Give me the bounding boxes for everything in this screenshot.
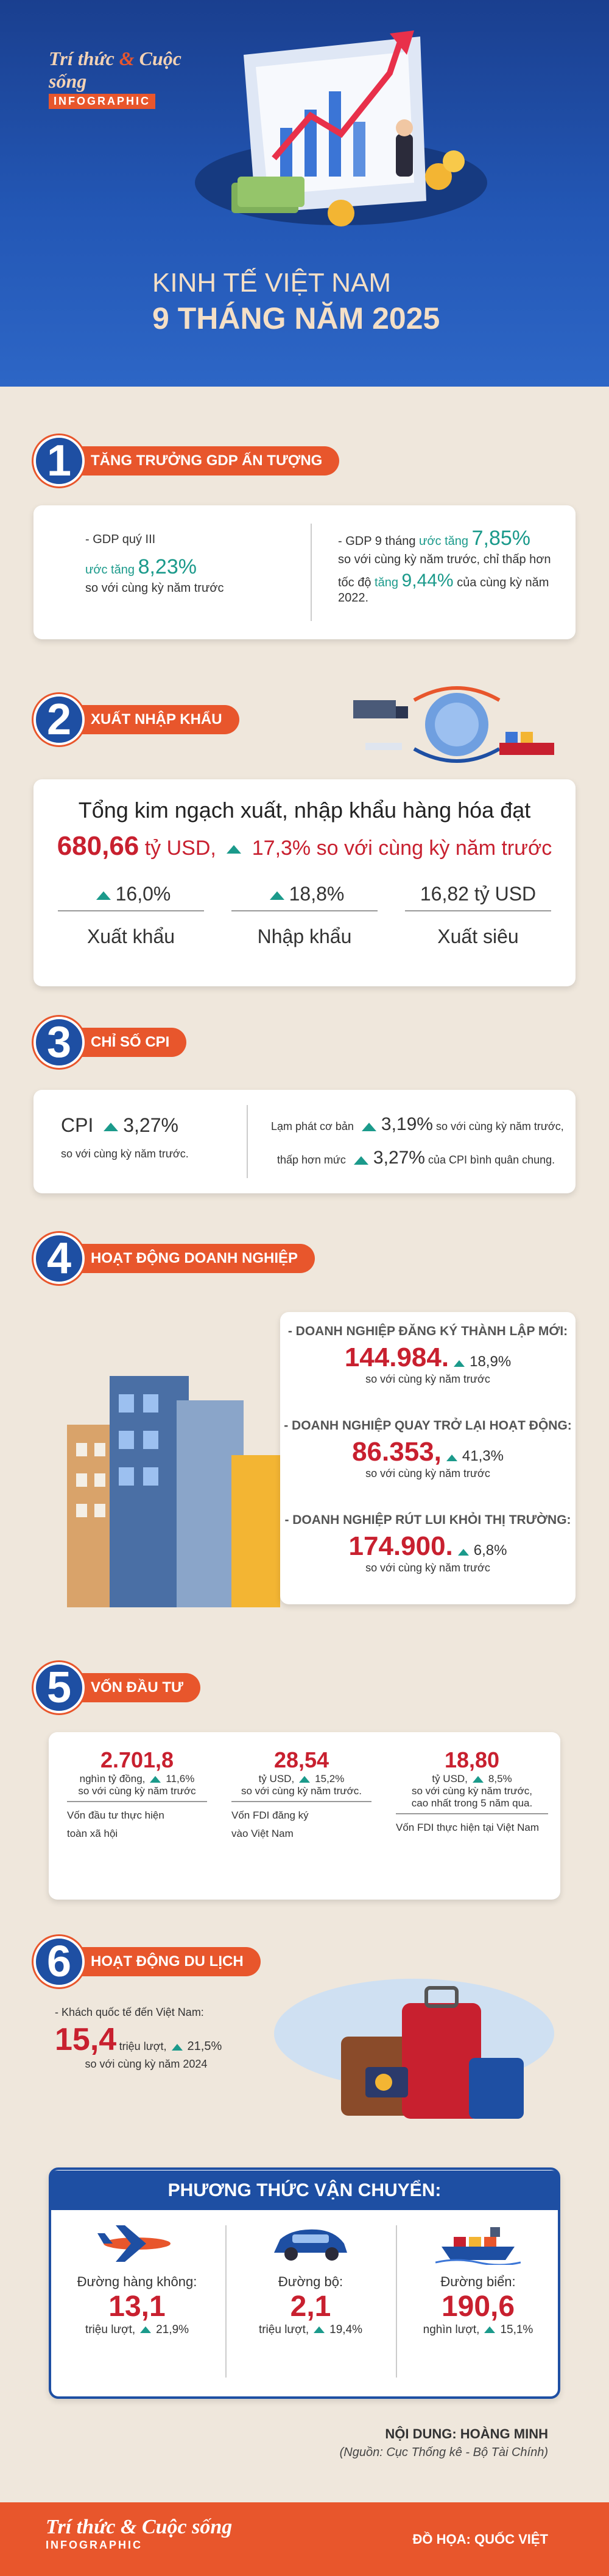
brand-logo: Trí thức & Cuộc sống INFOGRAPHIC xyxy=(49,47,195,109)
investment-card: 2.701,8 nghìn tỷ đồng, 11,6% so với cùng … xyxy=(49,1732,560,1900)
tourism-arrivals: - Khách quốc tế đến Việt Nam: 15,4 triệu… xyxy=(55,2006,222,2070)
divider xyxy=(247,1105,248,1178)
transport-road: Đường bộ: 2,1 triệu lượt, 19,4% xyxy=(238,2222,384,2337)
section-label: HOẠT ĐỘNG DU LỊCH xyxy=(66,1947,261,1976)
section-2-header: 2 XUẤT NHẬP KHẨU xyxy=(33,694,239,745)
ship-icon xyxy=(435,2227,521,2266)
credits: NỘI DUNG: HOÀNG MINH (Nguồn: Cục Thống k… xyxy=(0,2426,548,2460)
car-icon xyxy=(274,2229,347,2261)
fdi-disbursed: 18,80 tỷ USD, 8,5% so với cùng kỳ năm trư… xyxy=(396,1747,548,1834)
footer-bar: Trí thức & Cuộc sống INFOGRAPHIC ĐỒ HỌA:… xyxy=(0,2502,609,2576)
credits-source: (Nguồn: Cục Thống kê - Bộ Tài Chính) xyxy=(339,2446,548,2459)
section-label: VỐN ĐẦU TƯ xyxy=(66,1673,200,1702)
enterprise-card: - DOANH NGHIỆP ĐĂNG KÝ THÀNH LẬP MỚI: 14… xyxy=(280,1312,576,1604)
trade-total: 680,66 tỷ USD, 17,3% so với cùng kỳ năm … xyxy=(57,831,552,861)
credits-content: NỘI DUNG: HOÀNG MINH xyxy=(385,2426,548,2441)
title-line-2: 9 THÁNG NĂM 2025 xyxy=(152,301,440,335)
new-enterprises: - DOANH NGHIỆP ĐĂNG KÝ THÀNH LẬP MỚI: 14… xyxy=(287,1324,568,1385)
import-label: Nhập khẩu xyxy=(257,925,352,947)
divider xyxy=(311,524,312,621)
exiting-enterprises: - DOANH NGHIỆP RÚT LUI KHỎI THỊ TRƯỜNG: … xyxy=(284,1513,571,1574)
investment-total: 2.701,8 nghìn tỷ đồng, 11,6% so với cùng … xyxy=(67,1747,207,1840)
core-inflation: Lạm phát cơ bản 3,19% so với cùng kỳ năm… xyxy=(271,1114,564,1134)
section-number: 4 xyxy=(33,1233,85,1284)
section-5-header: 5 VỐN ĐẦU TƯ xyxy=(33,1662,200,1713)
city-buildings-illustration xyxy=(67,1376,280,1607)
title-line-1: KINH TẾ VIỆT NAM xyxy=(152,268,392,298)
hero-header: Trí thức & Cuộc sống INFOGRAPHIC KINH TẾ… xyxy=(0,0,609,387)
trade-surplus-label: Xuất siêu xyxy=(437,925,519,947)
import-value: 18,8% xyxy=(231,883,378,911)
section-1-header: 1 TĂNG TRƯỞNG GDP ẤN TƯỢNG xyxy=(33,435,340,486)
divider xyxy=(396,2225,397,2378)
cpi-sub: so với cùng kỳ năm trước. xyxy=(61,1148,189,1160)
section-number: 1 xyxy=(33,435,85,486)
transport-title: PHƯƠNG THỨC VẬN CHUYỂN: xyxy=(49,2171,560,2210)
export-label: Xuất khẩu xyxy=(86,925,175,947)
trade-headline: Tổng kim ngạch xuất, nhập khẩu hàng hóa … xyxy=(78,798,531,823)
trade-card: Tổng kim ngạch xuất, nhập khẩu hàng hóa … xyxy=(33,779,576,986)
section-label: HOẠT ĐỘNG DOANH NGHIỆP xyxy=(66,1244,315,1273)
trade-surplus-value: 16,82 tỷ USD xyxy=(405,883,551,911)
section-label: CHỈ SỐ CPI xyxy=(66,1028,187,1057)
export-value: 16,0% xyxy=(58,883,204,911)
footer-brand-logo: Trí thức & Cuộc sống INFOGRAPHIC xyxy=(46,2516,233,2551)
section-6-header: 6 HOẠT ĐỘNG DU LỊCH xyxy=(33,1936,261,1987)
cpi-value: CPI 3,27% xyxy=(61,1114,178,1136)
cpi-card: CPI 3,27% so với cùng kỳ năm trước. Lạm … xyxy=(33,1090,576,1193)
travel-luggage-illustration xyxy=(274,1979,554,2119)
section-number: 3 xyxy=(33,1017,85,1068)
transport-air: Đường hàng không: 13,1 triệu lượt, 21,9% xyxy=(61,2222,213,2337)
page-title: KINH TẾ VIỆT NAM 9 THÁNG NĂM 2025 xyxy=(152,268,440,336)
section-label: XUẤT NHẬP KHẨU xyxy=(66,705,239,734)
gdp-card: - GDP quý III ước tăng 8,23% so với cùng… xyxy=(33,505,576,639)
trade-illustration xyxy=(353,686,554,763)
section-3-header: 3 CHỈ SỐ CPI xyxy=(33,1017,187,1068)
section-number: 5 xyxy=(33,1662,85,1713)
hero-illustration xyxy=(195,30,487,226)
credits-graphic: ĐỒ HỌA: QUỐC VIỆT xyxy=(412,2532,548,2547)
section-label: TĂNG TRƯỞNG GDP ẤN TƯỢNG xyxy=(66,446,340,476)
returning-enterprises: - DOANH NGHIỆP QUAY TRỞ LẠI HOẠT ĐỘNG: 8… xyxy=(284,1419,572,1479)
gdp-quarter: - GDP quý III ước tăng 8,23% so với cùng… xyxy=(85,533,224,595)
core-inflation-compare: thấp hơn mức 3,27% của CPI bình quân chu… xyxy=(277,1148,555,1168)
airplane-icon xyxy=(97,2225,171,2262)
divider xyxy=(225,2225,227,2378)
fdi-registered: 28,54 tỷ USD, 15,2% so với cùng kỳ năm tr… xyxy=(231,1747,371,1840)
section-number: 6 xyxy=(33,1936,85,1987)
section-number: 2 xyxy=(33,694,85,745)
transport-sea: Đường biển: 190,6 nghìn lượt, 15,1% xyxy=(405,2222,551,2337)
gdp-9-months: - GDP 9 tháng ước tăng 7,85% so với cùng… xyxy=(338,527,551,605)
section-4-header: 4 HOẠT ĐỘNG DOANH NGHIỆP xyxy=(33,1233,315,1284)
